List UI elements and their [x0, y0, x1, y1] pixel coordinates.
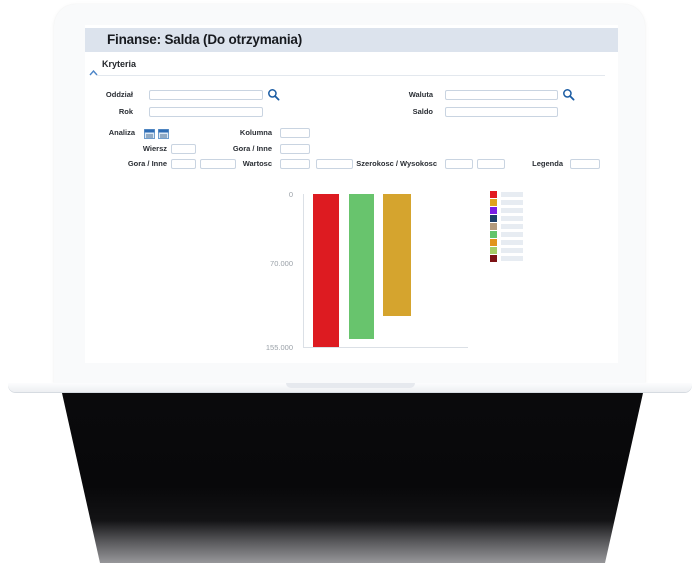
oddzial-search-icon[interactable] [267, 88, 280, 101]
waluta-label: Waluta [408, 90, 433, 99]
rok-label: Rok [118, 107, 133, 116]
legend-item [490, 239, 523, 246]
legend-item [490, 199, 523, 206]
page-title: Finanse: Salda (Do otrzymania) [107, 32, 303, 47]
wartosc-label: Wartosc [242, 159, 272, 168]
waluta-input[interactable] [445, 90, 558, 100]
legend-color-swatch [490, 223, 497, 230]
gora-inne-left-label: Gora / Inne [127, 159, 167, 168]
legend-label-placeholder [501, 216, 523, 221]
chevron-up-icon[interactable] [89, 63, 98, 81]
legend-item [490, 223, 523, 230]
legend-item [490, 255, 523, 262]
app-screen: Finanse: Salda (Do otrzymania) Kryteria … [85, 25, 618, 363]
axis-tick-label: 0 [288, 190, 293, 199]
axis-tick-label: 70.000 [270, 259, 293, 268]
szerokosc-input[interactable] [445, 159, 473, 169]
chart-y-axis-labels: 0 70.000 155.000 [245, 190, 298, 352]
kolumna-input[interactable] [280, 128, 310, 138]
legenda-label: Legenda [532, 159, 563, 168]
szerokosc-wysokosc-label: Szerokosc / Wysokosc [356, 159, 437, 168]
legend-color-swatch [490, 215, 497, 222]
chart-legend [490, 191, 523, 263]
chart-bar [313, 194, 339, 347]
legend-label-placeholder [501, 240, 523, 245]
criteria-section-label[interactable]: Kryteria [102, 59, 137, 69]
legend-item [490, 231, 523, 238]
rok-input[interactable] [149, 107, 263, 117]
legend-color-swatch [490, 207, 497, 214]
legend-label-placeholder [501, 208, 523, 213]
wiersz-input[interactable] [171, 144, 196, 154]
laptop-shadow [62, 393, 643, 563]
legend-color-swatch [490, 199, 497, 206]
legend-label-placeholder [501, 224, 523, 229]
chart-plot [303, 194, 468, 348]
waluta-search-icon[interactable] [562, 88, 575, 101]
legend-label-placeholder [501, 200, 523, 205]
saldo-input[interactable] [445, 107, 558, 117]
legend-color-swatch [490, 255, 497, 262]
gora-inne-left-input-1[interactable] [171, 159, 196, 169]
kolumna-label: Kolumna [239, 128, 272, 137]
legend-label-placeholder [501, 256, 523, 261]
wartosc-input-1[interactable] [280, 159, 310, 169]
calendar-icon[interactable] [144, 126, 155, 139]
legend-label-placeholder [501, 232, 523, 237]
gora-inne-left-input-2[interactable] [200, 159, 236, 169]
legend-color-swatch [490, 191, 497, 198]
legend-label-placeholder [501, 192, 523, 197]
laptop-notch [286, 383, 415, 388]
wartosc-input-2[interactable] [316, 159, 353, 169]
wysokosc-input[interactable] [477, 159, 505, 169]
wiersz-label: Wiersz [142, 144, 167, 153]
legend-item [490, 215, 523, 222]
legend-item [490, 247, 523, 254]
legend-item [490, 191, 523, 198]
analiza-label: Analiza [108, 128, 135, 137]
section-divider [97, 75, 605, 76]
axis-tick-label: 155.000 [265, 343, 293, 352]
legenda-input[interactable] [570, 159, 600, 169]
gora-inne-mid-input[interactable] [280, 144, 310, 154]
legend-color-swatch [490, 239, 497, 246]
oddzial-label: Oddział [105, 90, 133, 99]
app-header: Finanse: Salda (Do otrzymania) [85, 28, 618, 52]
chart-bar [383, 194, 411, 316]
gora-inne-mid-label: Gora / Inne [232, 144, 272, 153]
saldo-label: Saldo [412, 107, 433, 116]
oddzial-input[interactable] [149, 90, 263, 100]
legend-color-swatch [490, 247, 497, 254]
legend-item [490, 207, 523, 214]
calendar-icon[interactable] [158, 126, 169, 139]
legend-color-swatch [490, 231, 497, 238]
chart-bar [349, 194, 374, 339]
legend-label-placeholder [501, 248, 523, 253]
